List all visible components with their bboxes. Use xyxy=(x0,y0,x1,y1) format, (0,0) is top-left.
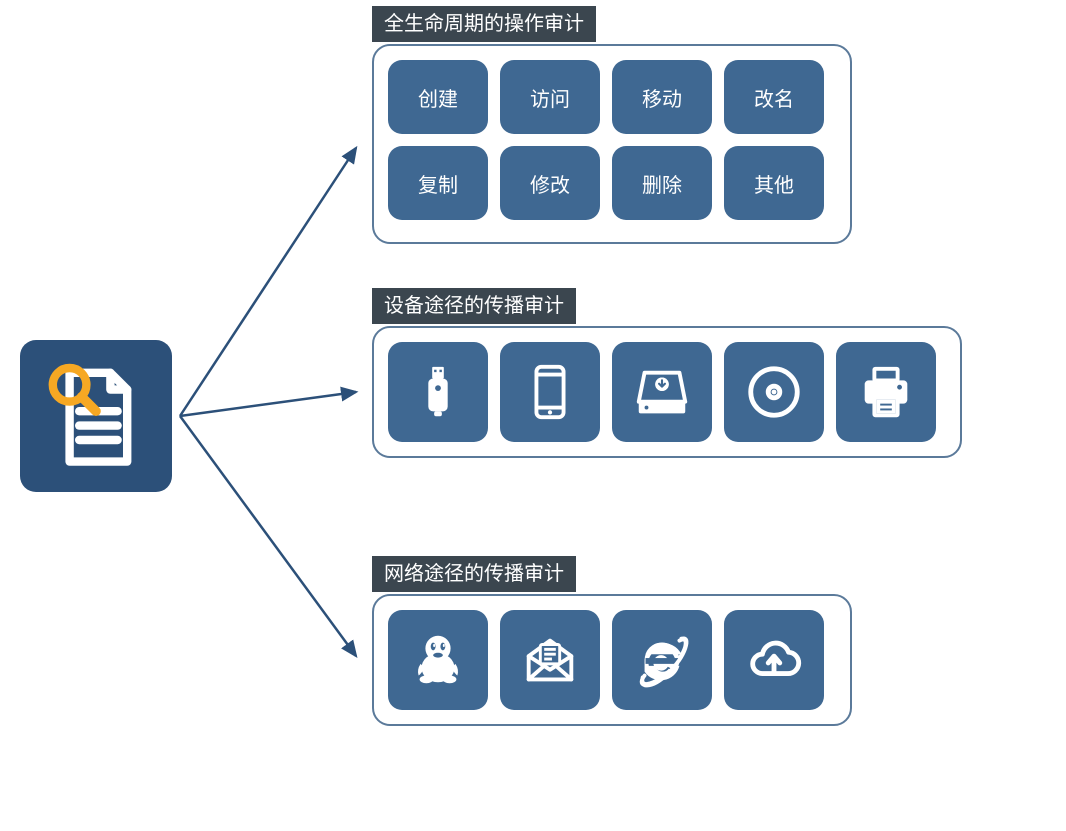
usb-icon xyxy=(388,342,488,442)
source-node xyxy=(20,340,172,492)
op-copy: 复制 xyxy=(388,146,488,220)
phone-icon xyxy=(500,342,600,442)
op-other: 其他 xyxy=(724,146,824,220)
op-move: 移动 xyxy=(612,60,712,134)
network-title: 网络途径的传播审计 xyxy=(372,556,576,592)
device-title: 设备途径的传播审计 xyxy=(372,288,576,324)
network-panel xyxy=(372,594,852,726)
disc-icon xyxy=(724,342,824,442)
hdd-icon xyxy=(612,342,712,442)
op-access: 访问 xyxy=(500,60,600,134)
lifecycle-title: 全生命周期的操作审计 xyxy=(372,6,596,42)
op-create: 创建 xyxy=(388,60,488,134)
ie-icon xyxy=(612,610,712,710)
op-modify: 修改 xyxy=(500,146,600,220)
cloud-upload-icon xyxy=(724,610,824,710)
device-panel xyxy=(372,326,962,458)
audit-doc-icon xyxy=(36,356,156,476)
op-rename: 改名 xyxy=(724,60,824,134)
qq-icon xyxy=(388,610,488,710)
lifecycle-panel: 创建 访问 移动 改名 复制 修改 删除 其他 xyxy=(372,44,852,244)
mail-icon xyxy=(500,610,600,710)
op-delete: 删除 xyxy=(612,146,712,220)
printer-icon xyxy=(836,342,936,442)
